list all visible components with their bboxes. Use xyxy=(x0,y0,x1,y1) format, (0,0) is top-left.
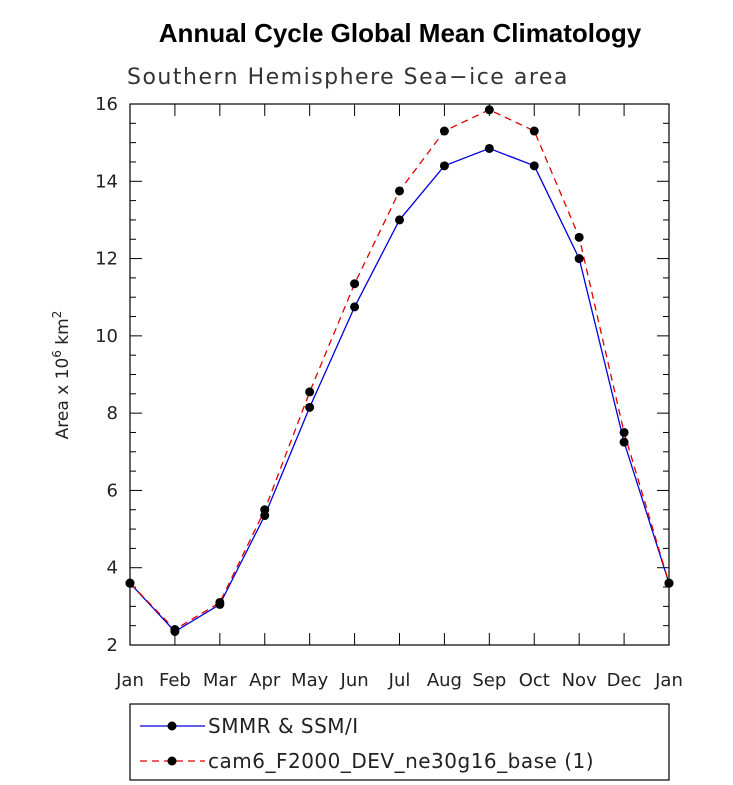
y-tick-label: 2 xyxy=(107,635,118,656)
x-tick-label: Jun xyxy=(340,670,369,691)
series-layer xyxy=(125,105,674,636)
x-tick-label: Feb xyxy=(159,670,191,691)
y-tick-label: 8 xyxy=(107,403,118,424)
x-tick-label: Sep xyxy=(472,670,506,691)
data-point-1 xyxy=(305,387,315,397)
y-axis-label-unit-exponent: 2 xyxy=(50,311,64,319)
data-point-0 xyxy=(305,402,315,412)
data-point-1 xyxy=(350,279,360,289)
y-tick-label: 12 xyxy=(95,249,118,270)
legend-label-cam6: cam6_F2000_DEV_ne30g16_base (1) xyxy=(208,749,594,773)
legend: SMMR & SSM/I cam6_F2000_DEV_ne30g16_base… xyxy=(129,703,670,781)
data-point-1 xyxy=(395,186,404,196)
data-point-0 xyxy=(350,302,360,312)
y-tick-label: 10 xyxy=(95,326,118,347)
legend-marker-smmr xyxy=(167,721,177,731)
legend-box xyxy=(129,703,670,781)
data-point-1 xyxy=(215,597,225,607)
data-point-1 xyxy=(484,105,494,115)
x-tick-label: Jul xyxy=(388,670,411,691)
y-tick-label: 4 xyxy=(107,558,118,579)
data-point-1 xyxy=(125,578,135,588)
y-axis-label-text: Area x 10 xyxy=(53,358,73,440)
y-axis-label: Area x 106 km2 xyxy=(50,311,73,440)
data-point-1 xyxy=(170,625,180,635)
data-point-1 xyxy=(664,578,674,588)
x-tick-label: Dec xyxy=(607,670,642,691)
x-tick-label: Mar xyxy=(203,670,238,691)
x-tick-label: Jan xyxy=(115,670,144,691)
data-point-0 xyxy=(484,143,494,153)
data-point-1 xyxy=(574,232,584,242)
data-point-1 xyxy=(260,505,270,515)
legend-label-smmr: SMMR & SSM/I xyxy=(208,714,359,738)
x-tick-label: Jan xyxy=(654,670,683,691)
data-point-0 xyxy=(574,254,584,264)
chart-title: Annual Cycle Global Mean Climatology xyxy=(159,18,642,48)
axis-ticks xyxy=(129,103,670,646)
x-tick-label: Apr xyxy=(249,670,281,691)
x-tick-label: Nov xyxy=(562,670,597,691)
x-tick-label: Aug xyxy=(427,670,462,691)
y-tick-label: 14 xyxy=(95,171,118,192)
data-point-0 xyxy=(395,215,404,225)
data-point-0 xyxy=(529,161,539,171)
y-tick-label: 6 xyxy=(107,480,118,501)
y-axis-label-exponent: 6 xyxy=(50,350,64,358)
legend-marker-cam6 xyxy=(167,756,177,766)
x-tick-label: May xyxy=(291,670,329,691)
data-point-0 xyxy=(619,437,629,447)
plot-frame xyxy=(129,103,670,646)
data-point-1 xyxy=(619,427,629,437)
data-point-1 xyxy=(439,126,449,136)
x-tick-label: Oct xyxy=(519,670,550,691)
y-tick-label: 16 xyxy=(95,94,118,115)
chart-subtitle: Southern Hemisphere Sea−ice area xyxy=(127,65,569,90)
x-tick-labels: Jan Feb Mar Apr May Jun Jul Aug Sep Oct Nov Dec Jan xyxy=(115,670,683,691)
data-point-0 xyxy=(439,161,449,171)
y-tick-labels: 2 4 6 8 10 12 14 16 xyxy=(95,94,118,656)
y-axis-label-unit: km xyxy=(53,318,73,350)
data-point-1 xyxy=(529,126,539,136)
